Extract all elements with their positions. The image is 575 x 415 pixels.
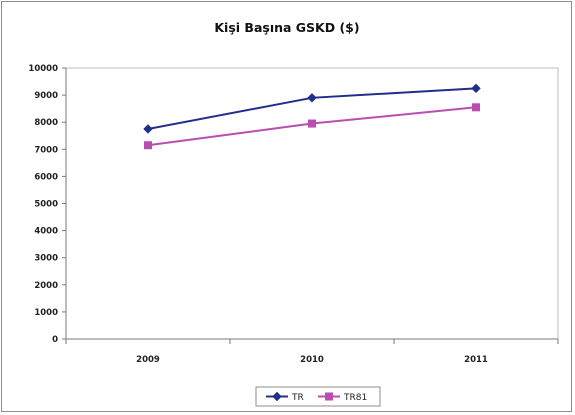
- series-layer: [143, 83, 481, 150]
- data-point-tr81: [308, 119, 316, 128]
- chart-title: Kişi Başına GSKD ($): [214, 20, 359, 35]
- y-tick-label: 5000: [34, 200, 58, 210]
- x-axis-ticks: 2009 2010 2011: [65, 339, 559, 365]
- y-tick-label: 2000: [34, 281, 58, 291]
- y-tick-label: 6000: [34, 172, 58, 182]
- y-tick-label: 7000: [34, 145, 58, 155]
- legend-label-tr: TR: [291, 393, 304, 403]
- x-tick-label: 2010: [300, 355, 324, 365]
- y-tick-label: 0: [52, 335, 58, 345]
- legend: TR TR81: [255, 386, 381, 407]
- y-axis-ticks: 0 1000 2000 3000 4000 5000 6000 7000 8000 9000 100…: [28, 64, 66, 345]
- data-point-tr: [143, 124, 153, 134]
- y-tick-label: 3000: [34, 254, 58, 264]
- y-tick-label: 8000: [34, 118, 58, 128]
- x-tick-label: 2011: [464, 355, 488, 365]
- data-point-tr: [471, 83, 481, 94]
- y-tick-label: 1000: [34, 308, 58, 318]
- y-tick-label: 9000: [34, 91, 58, 101]
- y-tick-label: 4000: [34, 227, 58, 237]
- y-tick-label: 10000: [28, 64, 58, 74]
- x-tick-label: 2009: [136, 355, 160, 365]
- data-point-tr81: [472, 103, 480, 112]
- legend-marker-tr: [272, 391, 282, 402]
- legend-item-tr: TR: [266, 391, 304, 403]
- legend-marker-tr81: [325, 392, 333, 401]
- plot-area: [65, 67, 559, 340]
- data-point-tr81: [144, 141, 152, 150]
- series-tr81: [144, 103, 480, 150]
- legend-item-tr81: TR81: [318, 392, 367, 403]
- data-point-tr: [307, 93, 317, 103]
- series-tr: [143, 83, 481, 134]
- legend-label-tr81: TR81: [343, 393, 367, 403]
